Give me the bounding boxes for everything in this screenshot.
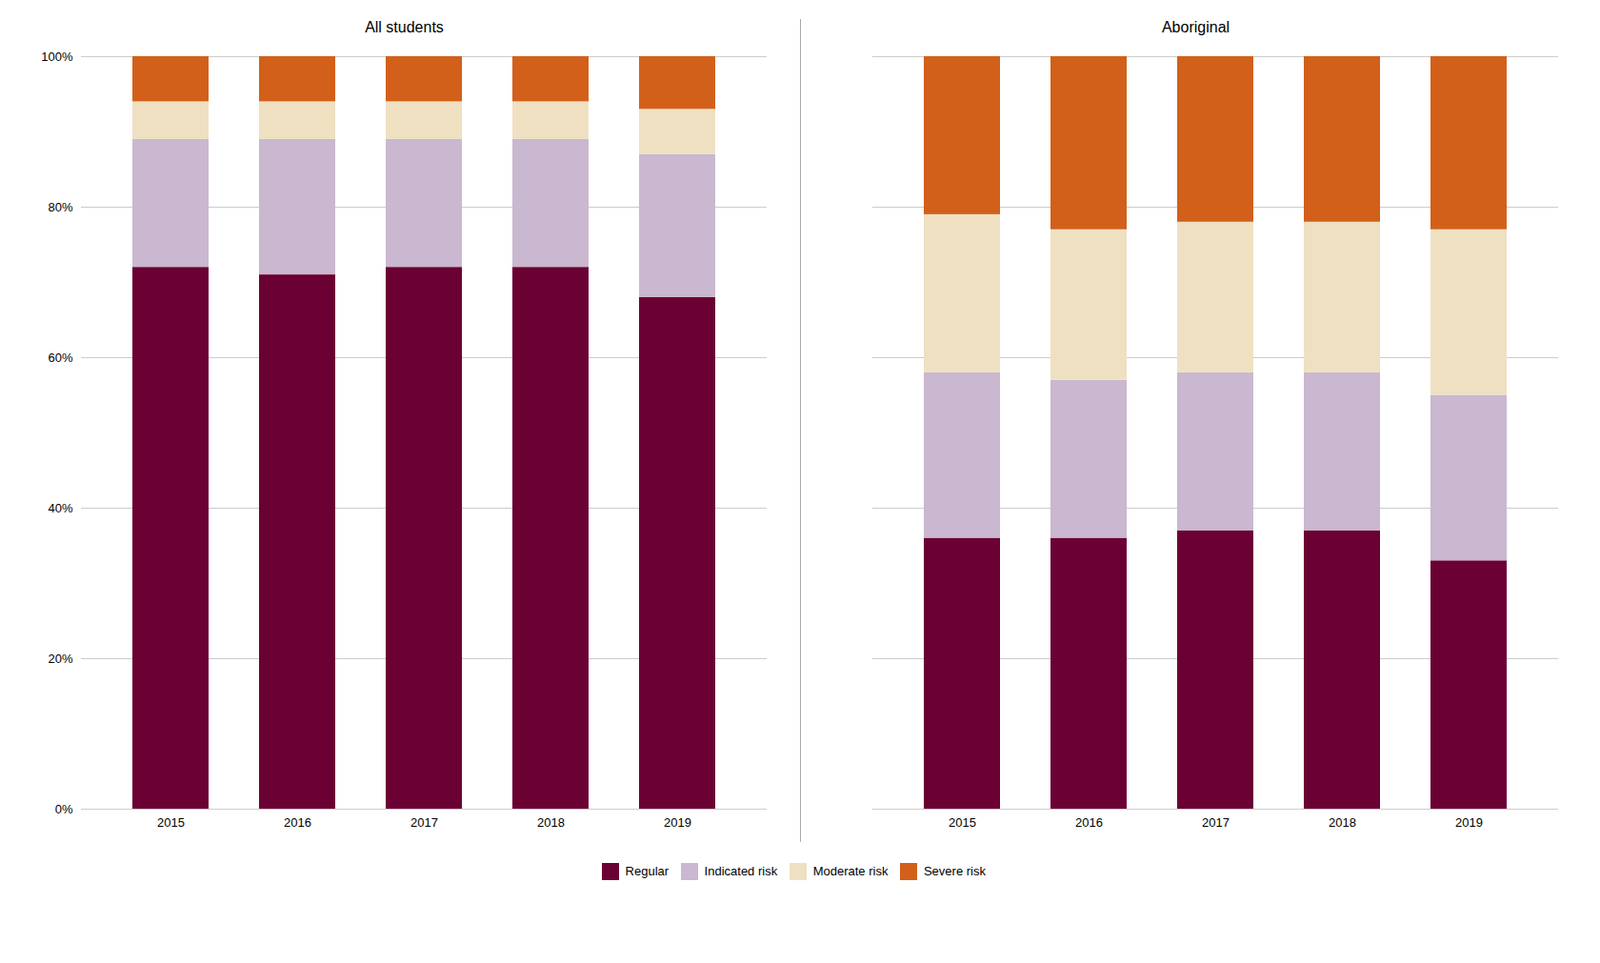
svg-text:2019: 2019 <box>663 815 692 830</box>
svg-text:0%: 0% <box>54 801 73 817</box>
svg-text:2015: 2015 <box>948 815 977 830</box>
svg-text:20%: 20% <box>47 651 73 666</box>
svg-text:2016: 2016 <box>1075 815 1103 830</box>
html-text:All students: All students <box>364 19 444 36</box>
svg-text:60%: 60% <box>47 350 73 365</box>
svg-text:40%: 40% <box>47 500 73 516</box>
html-text:Regular: Regular <box>625 863 669 879</box>
svg-text:2017: 2017 <box>1201 815 1230 830</box>
html-text:Moderate risk: Moderate risk <box>813 863 888 879</box>
svg-text:2018: 2018 <box>537 815 565 830</box>
html-text:Indicated risk: Indicated risk <box>704 863 778 879</box>
html-text:Severe risk: Severe risk <box>923 863 986 879</box>
svg-text:2018: 2018 <box>1328 815 1357 830</box>
html-text:Aboriginal: Aboriginal <box>1161 19 1230 36</box>
svg-text:2017: 2017 <box>410 815 439 830</box>
svg-text:2019: 2019 <box>1455 815 1483 830</box>
svg-text:100%: 100% <box>40 49 74 64</box>
svg-text:80%: 80% <box>47 200 73 215</box>
svg-text:2016: 2016 <box>283 815 312 830</box>
svg-text:2015: 2015 <box>157 815 185 830</box>
